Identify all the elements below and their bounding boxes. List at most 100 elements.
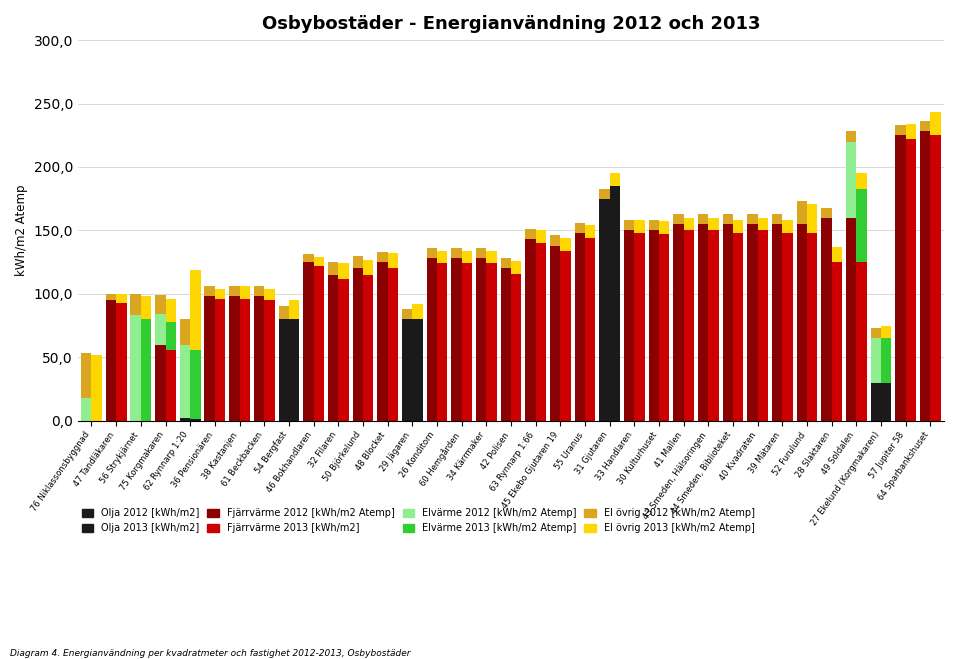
Bar xyxy=(550,235,560,246)
Bar xyxy=(747,214,758,224)
Bar xyxy=(240,299,250,420)
Bar xyxy=(427,248,437,258)
Bar xyxy=(105,300,116,420)
Bar xyxy=(105,294,116,300)
Bar xyxy=(303,262,314,420)
Bar xyxy=(437,264,447,420)
Bar xyxy=(747,224,758,420)
Bar xyxy=(476,258,486,420)
Bar xyxy=(166,299,175,322)
Bar xyxy=(387,253,398,268)
Bar xyxy=(856,262,867,420)
Bar xyxy=(377,252,387,262)
Bar xyxy=(289,319,299,420)
Bar xyxy=(486,264,497,420)
Bar xyxy=(155,345,166,420)
Bar xyxy=(190,419,200,420)
Bar xyxy=(265,289,274,300)
Bar xyxy=(526,239,536,420)
Bar xyxy=(155,314,166,345)
Bar xyxy=(709,217,718,231)
Bar xyxy=(511,261,522,273)
Bar xyxy=(180,418,190,420)
Bar xyxy=(821,217,831,420)
Bar xyxy=(412,304,423,319)
Bar xyxy=(130,294,141,316)
Bar xyxy=(353,256,363,268)
Bar xyxy=(141,297,152,319)
Bar xyxy=(229,297,240,420)
Bar xyxy=(871,328,881,338)
Bar xyxy=(733,220,743,233)
Bar xyxy=(363,275,373,420)
Y-axis label: kWh/m2 Atemp: kWh/m2 Atemp xyxy=(15,185,28,276)
Bar xyxy=(585,225,596,238)
Bar xyxy=(402,319,412,420)
Bar xyxy=(930,113,941,135)
Bar xyxy=(314,257,324,266)
Bar xyxy=(339,264,349,279)
Bar xyxy=(536,243,546,420)
Bar xyxy=(881,383,892,420)
Bar xyxy=(846,142,856,217)
Bar xyxy=(387,268,398,420)
Bar xyxy=(783,233,793,420)
Bar xyxy=(807,204,817,233)
Bar xyxy=(215,299,225,420)
Bar xyxy=(599,188,610,198)
Bar xyxy=(871,338,881,383)
Bar xyxy=(599,198,610,420)
Bar xyxy=(180,345,190,418)
Bar xyxy=(427,258,437,420)
Bar xyxy=(723,224,733,420)
Bar xyxy=(190,350,200,419)
Bar xyxy=(190,270,200,350)
Bar xyxy=(166,322,175,350)
Bar xyxy=(353,268,363,420)
Bar xyxy=(896,125,905,135)
Bar xyxy=(846,217,856,420)
Bar xyxy=(328,262,339,275)
Bar xyxy=(905,139,916,420)
Bar xyxy=(254,297,265,420)
Bar xyxy=(723,214,733,224)
Bar xyxy=(204,297,215,420)
Bar xyxy=(402,309,412,319)
Bar xyxy=(328,275,339,420)
Bar xyxy=(624,220,634,231)
Bar xyxy=(82,353,91,398)
Bar xyxy=(116,294,127,302)
Bar xyxy=(930,135,941,420)
Bar xyxy=(856,173,867,188)
Bar xyxy=(180,319,190,345)
Bar xyxy=(634,233,644,420)
Bar xyxy=(797,224,807,420)
Bar xyxy=(684,231,694,420)
Bar xyxy=(278,306,289,319)
Bar xyxy=(363,260,373,275)
Bar xyxy=(920,131,930,420)
Bar xyxy=(265,300,274,420)
Bar xyxy=(920,121,930,131)
Bar xyxy=(278,319,289,420)
Bar xyxy=(698,224,709,420)
Bar xyxy=(659,221,669,234)
Bar xyxy=(574,233,585,420)
Bar xyxy=(624,231,634,420)
Bar xyxy=(452,258,461,420)
Bar xyxy=(831,247,842,262)
Bar xyxy=(659,234,669,420)
Bar xyxy=(560,238,571,250)
Bar xyxy=(574,223,585,233)
Bar xyxy=(314,266,324,420)
Bar xyxy=(807,233,817,420)
Bar xyxy=(215,289,225,299)
Bar xyxy=(461,250,472,264)
Bar xyxy=(437,250,447,264)
Bar xyxy=(733,233,743,420)
Bar xyxy=(412,319,423,420)
Legend: Olja 2012 [kWh/m2], Olja 2013 [kWh/m2], Fjärrvärme 2012 [kWh/m2 Atemp], Fjärrvär: Olja 2012 [kWh/m2], Olja 2013 [kWh/m2], … xyxy=(78,504,759,537)
Bar xyxy=(254,286,265,297)
Bar xyxy=(709,231,718,420)
Bar xyxy=(585,238,596,420)
